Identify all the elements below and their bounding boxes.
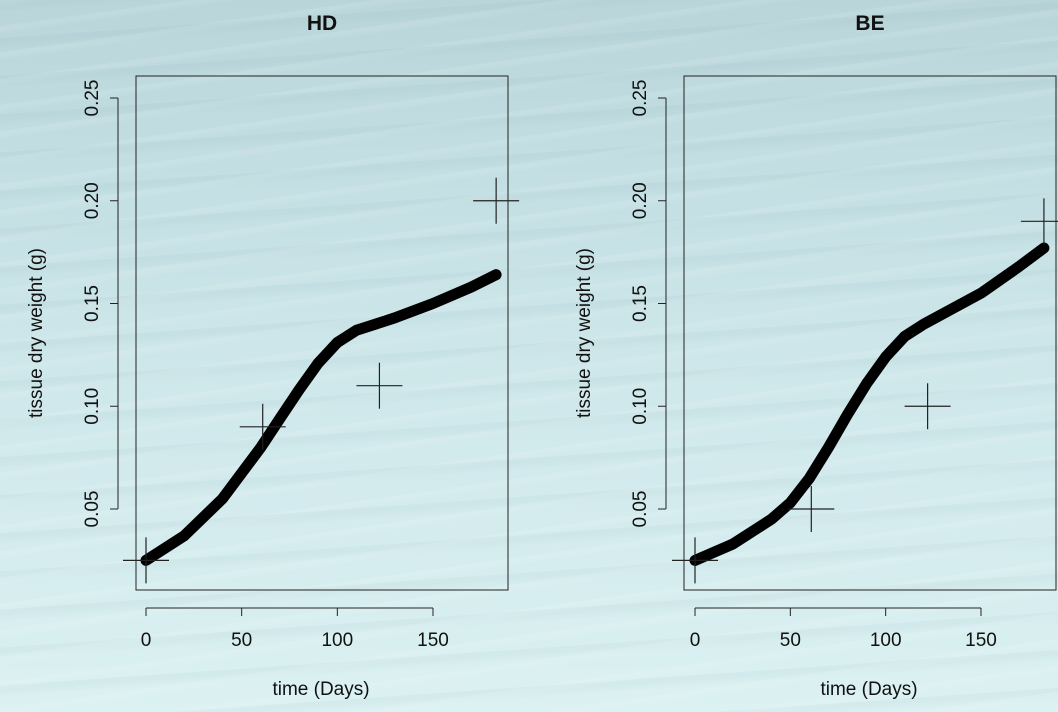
growth-curve (140, 269, 502, 566)
data-point (239, 403, 286, 450)
y-tick-label: 0.20 (82, 182, 103, 219)
chart-panel-hd: HD 0 50 100 150 time (Days) 0.05 0.10 0.15 0.20 0.… (26, 12, 520, 700)
chart-title: HD (307, 12, 337, 35)
data-point (904, 383, 951, 430)
x-axis-label: time (Days) (820, 679, 917, 700)
x-tick-label: 100 (870, 630, 902, 651)
x-tick-label: 50 (231, 630, 252, 651)
x-tick-label: 150 (417, 630, 449, 651)
y-axis-label: tissue dry weight (g) (26, 248, 47, 418)
x-axis-label: time (Days) (272, 679, 369, 700)
y-tick-label: 0.25 (630, 80, 651, 117)
x-tick-label: 0 (141, 630, 152, 651)
y-tick-label: 0.10 (630, 388, 651, 425)
y-tick-label: 0.15 (82, 285, 103, 322)
y-tick-label: 0.25 (82, 80, 103, 117)
x-tick-label: 50 (780, 630, 801, 651)
data-point (788, 486, 835, 532)
y-tick-label: 0.20 (630, 182, 651, 219)
plot-frame (135, 75, 509, 591)
y-tick-label: 0.10 (82, 388, 103, 425)
y-axis-label: tissue dry weight (g) (574, 248, 595, 418)
x-tick-label: 150 (965, 630, 997, 651)
y-tick-label: 0.15 (630, 285, 651, 322)
growth-curve (689, 242, 1050, 566)
data-point (672, 537, 718, 584)
chart-title: BE (855, 12, 884, 35)
chart-panel-be: BE 0 50 100 150 time (Days) 0.05 0.10 0.15 0.20 0.… (574, 12, 1058, 700)
plot-frame (683, 75, 1057, 591)
x-tick-label: 0 (690, 630, 701, 651)
data-point (356, 362, 403, 409)
x-tick-label: 100 (321, 630, 353, 651)
y-tick-label: 0.05 (82, 491, 103, 528)
y-tick-label: 0.05 (630, 491, 651, 528)
data-point (473, 177, 520, 224)
data-point (1020, 198, 1058, 245)
data-point (123, 537, 169, 584)
